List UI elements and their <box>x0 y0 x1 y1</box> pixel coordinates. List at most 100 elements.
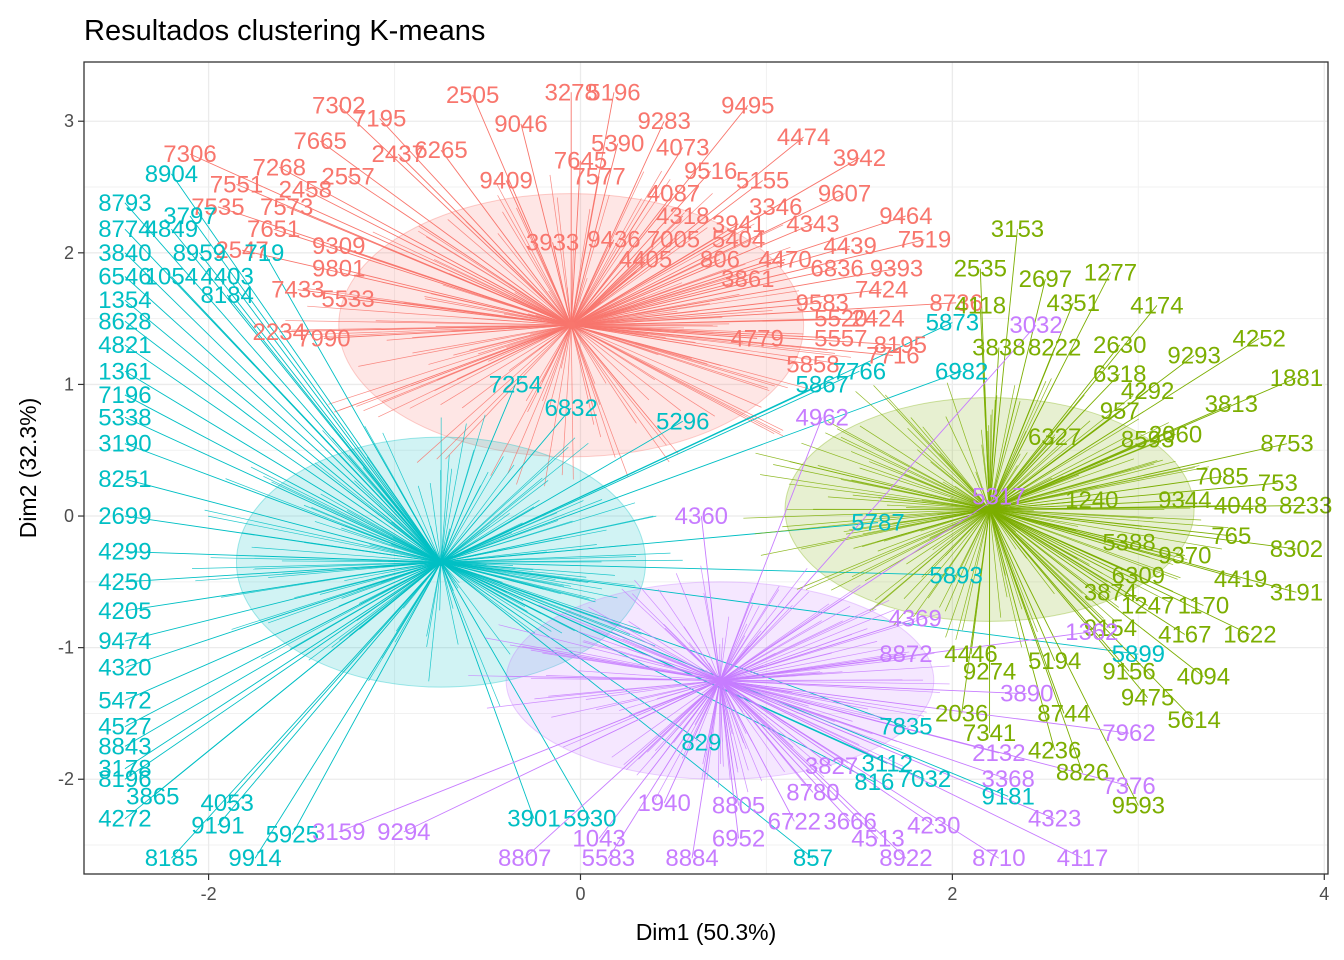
cluster-spoke-texture <box>362 467 442 563</box>
cluster-spoke-texture <box>485 637 721 681</box>
cluster-spoke <box>989 509 1251 635</box>
cluster-spoke-texture <box>571 310 773 326</box>
cluster-spoke-texture <box>719 680 860 746</box>
cluster-spoke-texture <box>864 509 990 582</box>
cluster-spoke-texture <box>418 225 572 326</box>
cluster-spoke <box>124 299 442 563</box>
cluster-spoke-texture <box>989 380 1047 510</box>
cluster-spoke-texture <box>440 561 511 655</box>
cluster-spoke-texture <box>989 509 1023 648</box>
y-tick-label: -1 <box>58 638 74 658</box>
point-label: 8872 <box>879 641 932 668</box>
cluster-spoke-texture <box>704 680 721 758</box>
cluster-spoke-texture <box>440 477 543 563</box>
point-label: 5404 <box>712 227 765 254</box>
cluster-spoke <box>440 561 814 859</box>
cluster-spoke-texture <box>628 648 721 681</box>
cluster-spoke-texture <box>440 561 587 578</box>
point-label: 2036 <box>935 700 988 727</box>
cluster-spoke-texture <box>440 513 510 563</box>
point-label: 1240 <box>1065 487 1118 514</box>
cluster-spoke-texture <box>719 680 806 785</box>
cluster-spoke-texture <box>719 680 873 735</box>
cluster-spoke <box>571 278 748 326</box>
y-tick-label: -2 <box>58 769 74 789</box>
cluster-spoke-texture <box>939 509 990 608</box>
cluster-spoke-texture <box>440 443 589 563</box>
cluster-spoke <box>217 561 442 826</box>
cluster-spoke-texture <box>840 436 990 510</box>
point-label: 4320 <box>98 654 151 681</box>
point-label: 4292 <box>1121 378 1174 405</box>
cluster-spoke-texture <box>571 247 791 326</box>
cluster-spoke-texture <box>394 561 442 643</box>
cluster-spoke-texture <box>827 421 990 510</box>
cluster-spoke <box>524 680 721 859</box>
cluster-spoke-texture <box>440 499 603 563</box>
cluster-spoke-texture <box>561 325 572 476</box>
cluster-spoke-texture <box>366 456 442 563</box>
cluster-spoke-texture <box>719 680 753 742</box>
cluster-spoke-texture <box>281 560 442 563</box>
cluster-spoke-texture <box>453 324 572 356</box>
cluster-spoke-texture <box>989 385 1016 510</box>
cluster-spoke <box>440 561 702 743</box>
cluster-spoke <box>189 215 442 563</box>
cluster-spoke-texture <box>570 324 650 401</box>
point-label: 7196 <box>98 382 151 409</box>
cluster-spoke-texture <box>904 474 990 510</box>
cluster-spoke-texture <box>717 680 721 788</box>
cluster-spoke <box>319 140 572 326</box>
cluster-spoke-texture <box>440 561 603 590</box>
cluster-spoke-texture <box>571 316 723 326</box>
cluster-spoke-texture <box>719 641 878 681</box>
cluster-spoke-texture <box>570 325 595 425</box>
cluster-spoke <box>440 420 683 563</box>
cluster-spoke-texture <box>570 179 671 326</box>
point-label: 7766 <box>833 358 886 385</box>
cluster-spoke-texture <box>440 499 540 563</box>
point-label: 8793 <box>98 190 151 217</box>
point-label: 2697 <box>1019 266 1072 293</box>
point-label: 1043 <box>572 825 625 852</box>
point-label: 2424 <box>851 306 904 333</box>
cluster-spoke <box>989 509 1056 661</box>
cluster-spoke-texture <box>570 212 685 326</box>
point-label: 4087 <box>647 181 700 208</box>
cluster-spoke-texture <box>570 257 645 326</box>
cluster-spoke-texture <box>516 207 572 326</box>
cluster-spoke-texture <box>666 680 721 751</box>
cluster-spoke <box>570 239 739 326</box>
chart-title: Resultados clustering K-means <box>84 15 485 47</box>
cluster-spoke-texture <box>440 324 572 406</box>
point-label: 4419 <box>1214 566 1267 593</box>
y-tick-label: 0 <box>64 506 74 526</box>
cluster-spoke-texture <box>989 401 1021 510</box>
cluster-spoke <box>607 680 721 859</box>
cluster-spoke-texture <box>349 561 442 637</box>
cluster-spoke-texture <box>516 325 572 485</box>
point-label: 4446 <box>944 641 997 668</box>
cluster-spoke-texture <box>719 647 888 681</box>
x-tick-label: 4 <box>1319 884 1329 904</box>
cluster-spoke-texture <box>571 310 678 326</box>
cluster-spoke-texture <box>945 509 990 638</box>
cluster-spoke-texture <box>409 324 572 409</box>
point-label: 5196 <box>587 79 640 106</box>
point-label: 2437 <box>372 141 425 168</box>
cluster-spoke <box>440 561 535 819</box>
cluster-spoke <box>989 509 1111 593</box>
cluster-spoke <box>571 245 851 326</box>
point-label: 7962 <box>1102 720 1155 747</box>
point-label: 7424 <box>855 277 908 304</box>
cluster-spoke-texture <box>358 324 572 367</box>
cluster-spoke-texture <box>989 474 1080 510</box>
cluster-spoke-texture <box>360 297 572 326</box>
cluster-spoke-texture <box>962 509 990 631</box>
cluster-spoke-texture <box>703 680 721 777</box>
cluster-spoke <box>719 324 1037 681</box>
cluster-spoke-texture <box>571 324 828 351</box>
point-label: 9370 <box>1158 543 1211 570</box>
cluster-spoke-texture <box>719 584 861 681</box>
cluster-spoke-texture <box>852 494 990 510</box>
